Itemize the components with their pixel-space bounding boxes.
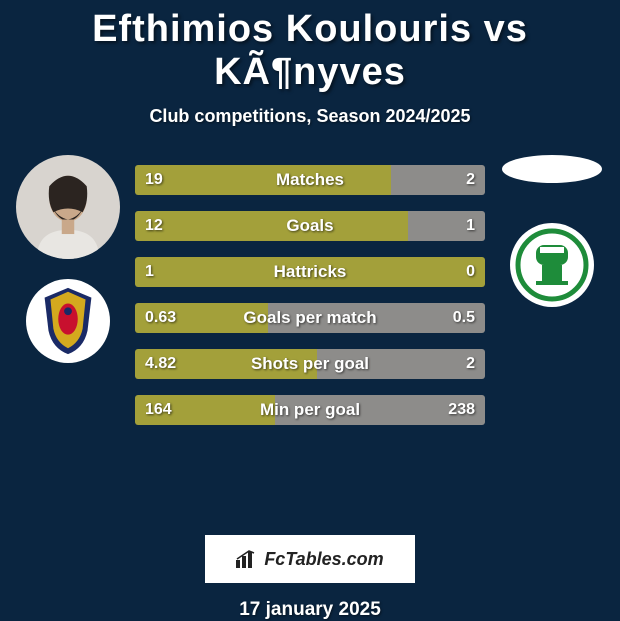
- page-title: Efthimios Koulouris vs KÃ¶nyves: [0, 0, 620, 94]
- comparison-panel: 2006 192Matches121Goals10Hattricks0.630.…: [0, 155, 620, 535]
- shield-icon: [29, 282, 107, 360]
- chart-icon: [236, 550, 258, 568]
- stat-row: 0.630.5Goals per match: [135, 303, 485, 333]
- stat-value-left: 0.63: [145, 303, 176, 333]
- stat-value-right: 238: [448, 395, 475, 425]
- svg-text:2006: 2006: [544, 253, 560, 260]
- stat-row: 4.822Shots per goal: [135, 349, 485, 379]
- stat-value-left: 1: [145, 257, 154, 287]
- person-icon: [16, 155, 120, 259]
- left-player-column: [8, 155, 128, 363]
- stat-value-right: 2: [466, 165, 475, 195]
- brand-badge[interactable]: FcTables.com: [205, 535, 415, 583]
- stat-value-left: 12: [145, 211, 163, 241]
- stat-row: 164238Min per goal: [135, 395, 485, 425]
- stat-value-left: 4.82: [145, 349, 176, 379]
- right-player-column: 2006: [492, 155, 612, 307]
- page-subtitle: Club competitions, Season 2024/2025: [0, 106, 620, 127]
- left-club-badge: [26, 279, 110, 363]
- right-club-badge: 2006: [510, 223, 594, 307]
- stat-row: 10Hattricks: [135, 257, 485, 287]
- stat-value-left: 164: [145, 395, 172, 425]
- stat-bar-left: [135, 211, 408, 241]
- stat-bars: 192Matches121Goals10Hattricks0.630.5Goal…: [135, 165, 485, 441]
- stat-value-right: 0: [466, 257, 475, 287]
- stat-value-left: 19: [145, 165, 163, 195]
- stat-value-right: 2: [466, 349, 475, 379]
- brand-label: FcTables.com: [264, 549, 383, 570]
- stat-row: 192Matches: [135, 165, 485, 195]
- stat-bar-left: [135, 165, 391, 195]
- stat-row: 121Goals: [135, 211, 485, 241]
- stat-value-right: 1: [466, 211, 475, 241]
- club-icon: 2006: [512, 225, 592, 305]
- stat-value-right: 0.5: [453, 303, 475, 333]
- stat-bar-right: [317, 349, 485, 379]
- stat-bar-left: [135, 257, 485, 287]
- right-player-avatar: [502, 155, 602, 183]
- left-player-avatar: [16, 155, 120, 259]
- date-label: 17 january 2025: [0, 599, 620, 621]
